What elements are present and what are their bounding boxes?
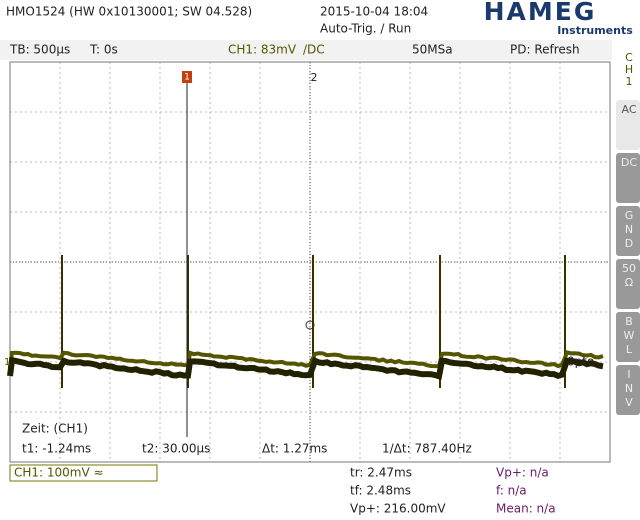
channel-info: CH1: 83mV bbox=[228, 43, 297, 57]
device-info: HMO1524 (HW 0x10130001; SW 04.528) bbox=[6, 5, 252, 19]
cursor-dt: Δt: 1.27ms bbox=[262, 442, 327, 456]
coupling: /DC bbox=[303, 43, 325, 57]
channel-ref: 1 bbox=[4, 357, 10, 368]
cursor-inv-dt: 1/Δt: 787.40Hz bbox=[382, 442, 472, 456]
measure-tr: tr: 2.47ms bbox=[350, 466, 412, 480]
menu-label[interactable]: GND bbox=[625, 209, 634, 250]
measure-mean: Mean: n/a bbox=[496, 502, 556, 516]
logo: HAMEG bbox=[484, 0, 597, 26]
measure-f: f: n/a bbox=[496, 484, 527, 498]
cursor-label-1: 1 bbox=[184, 73, 190, 83]
cursor-t1: t1: -1.24ms bbox=[22, 442, 91, 456]
timebase: TB: 500µs bbox=[9, 43, 70, 57]
datetime: 2015-10-04 18:04 bbox=[320, 5, 428, 19]
trigger-state: Auto-Trig. / Run bbox=[320, 22, 411, 36]
cursor-title: Zeit: (CH1) bbox=[22, 422, 88, 436]
ch-scale[interactable]: CH1: 100mV ≈ bbox=[14, 466, 104, 480]
measure-vp2: Vp+: n/a bbox=[496, 466, 549, 480]
offset-label: 0pto bbox=[567, 355, 594, 369]
menu-label[interactable]: DC bbox=[621, 156, 637, 169]
mode: PD: Refresh bbox=[510, 43, 580, 57]
logo-sub: Instruments bbox=[557, 24, 633, 37]
trigger-time: T: 0s bbox=[89, 43, 118, 57]
measure-vp: Vp+: 216.00mV bbox=[350, 502, 446, 516]
menu-channel: CH1 bbox=[625, 51, 633, 88]
cursor-t2: t2: 30.00µs bbox=[142, 442, 210, 456]
side-menu: CH1 ACDCG N D50 ΩB W LI N V bbox=[616, 51, 640, 415]
menu-label[interactable]: AC bbox=[621, 103, 636, 116]
scope-screen: HMO1524 (HW 0x10130001; SW 04.528) 2015-… bbox=[0, 0, 640, 520]
measure-tf: tf: 2.48ms bbox=[350, 484, 411, 498]
cursor-label-2: 2 bbox=[311, 71, 318, 84]
sample-rate: 50MSa bbox=[412, 43, 453, 57]
